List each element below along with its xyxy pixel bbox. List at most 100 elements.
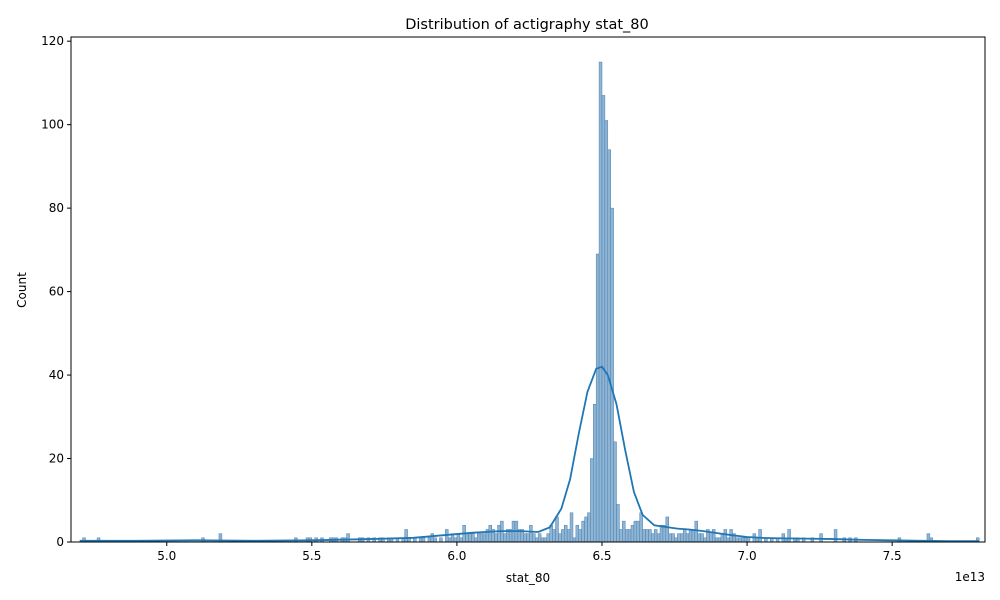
- histogram-bar: [703, 537, 707, 543]
- histogram-bar: [659, 525, 664, 543]
- x-tick-label: 5.5: [302, 549, 321, 563]
- histogram-bar: [833, 529, 838, 543]
- histogram-bar: [540, 537, 545, 543]
- histogram-bar: [546, 533, 551, 543]
- histogram-bar: [688, 529, 693, 543]
- histogram-bar: [656, 533, 661, 543]
- histogram-bar: [552, 529, 556, 543]
- histogram-bar: [535, 537, 539, 543]
- histogram-bar: [685, 533, 690, 543]
- histogram-bar: [595, 253, 600, 543]
- histogram-bar: [555, 516, 559, 543]
- histogram-bar: [700, 533, 704, 543]
- histogram-bar: [572, 537, 577, 543]
- histogram-bar: [723, 529, 728, 543]
- histogram-bar: [523, 533, 527, 543]
- histogram-bar: [564, 525, 568, 543]
- histogram-bar: [717, 537, 722, 543]
- chart-title: Distribution of actigraphy stat_80: [405, 17, 649, 33]
- histogram-bar: [743, 537, 748, 543]
- histogram-bar: [648, 529, 652, 543]
- histogram-bar: [610, 207, 614, 543]
- histogram-bar: [526, 533, 530, 543]
- histogram-bar: [433, 537, 437, 543]
- histogram-bar: [421, 537, 426, 543]
- histogram-bar: [616, 504, 620, 543]
- histogram-bar: [697, 533, 701, 543]
- histogram-bar: [714, 537, 719, 543]
- histogram-bar: [529, 525, 533, 543]
- x-axis-offset-label: 1e13: [955, 570, 985, 584]
- histogram-bar: [645, 529, 649, 543]
- histogram-bar: [604, 120, 609, 543]
- histogram-bar: [726, 537, 730, 543]
- histogram-bar: [494, 533, 498, 543]
- histogram-bar: [735, 537, 739, 543]
- histogram-bar: [633, 520, 638, 543]
- histogram-bars: [82, 61, 980, 543]
- histogram-bar: [439, 537, 443, 543]
- histogram-bar: [479, 533, 484, 543]
- histogram-bar: [630, 525, 635, 543]
- histogram-bar: [427, 537, 432, 543]
- histogram-bar: [819, 533, 823, 543]
- histogram-bar: [741, 537, 745, 543]
- histogram-bar: [682, 529, 687, 543]
- histogram-bar: [566, 529, 571, 543]
- histogram-bar: [561, 529, 565, 543]
- histogram-bar: [642, 529, 646, 543]
- histogram-bar: [581, 520, 585, 543]
- histogram-bar: [578, 529, 582, 543]
- histogram-bar: [558, 533, 562, 543]
- histogram-bar: [575, 525, 580, 543]
- histogram-bar: [622, 520, 626, 543]
- histogram-bar: [636, 520, 640, 543]
- x-tick-label: 7.0: [738, 549, 757, 563]
- histogram-bar: [465, 533, 469, 543]
- histogram-bar: [758, 529, 762, 543]
- y-tick-label: 80: [49, 201, 64, 215]
- histogram-bar: [404, 529, 408, 543]
- histogram-bar: [677, 533, 681, 543]
- histogram-bar: [665, 516, 669, 543]
- histogram-bar: [671, 533, 675, 543]
- x-tick-label: 6.0: [447, 549, 466, 563]
- histogram-bar: [624, 529, 629, 543]
- histogram-bar: [674, 537, 678, 543]
- histogram-bar: [482, 533, 487, 543]
- histogram-bar: [346, 533, 350, 543]
- histogram-bar: [668, 533, 672, 543]
- histogram-bar: [459, 537, 463, 543]
- histogram-bar: [468, 533, 472, 543]
- histogram-bar: [619, 529, 623, 543]
- y-axis-ticks: 0 20 40 60 80 100 120: [41, 34, 71, 549]
- histogram-bar: [587, 512, 591, 543]
- histogram-bar: [537, 533, 542, 543]
- x-tick-label: 7.5: [883, 549, 902, 563]
- x-axis-ticks: 5.0 5.5 6.0 6.5 7.0 7.5: [157, 542, 902, 563]
- histogram-bar: [593, 404, 597, 543]
- histogram-bar: [532, 533, 536, 543]
- histogram-bar: [474, 537, 478, 543]
- kde-curve: [79, 365, 980, 543]
- y-tick-label: 20: [49, 452, 64, 466]
- histogram-bar: [746, 537, 751, 543]
- histogram-bar: [691, 529, 696, 543]
- histogram-bar: [653, 529, 658, 543]
- histogram-bar: [430, 533, 434, 543]
- histogram-bar: [607, 149, 611, 543]
- histogram-bar: [613, 441, 617, 543]
- histogram-bar: [590, 458, 594, 543]
- histogram-bar: [787, 529, 791, 543]
- histogram-bar: [680, 533, 684, 543]
- histogram-bar: [627, 529, 632, 543]
- histogram-bar: [738, 537, 742, 543]
- y-tick-label: 0: [56, 535, 64, 549]
- histogram-bar: [503, 533, 507, 543]
- y-tick-label: 40: [49, 368, 64, 382]
- histogram-bar: [476, 533, 481, 543]
- histogram-bar: [497, 525, 501, 543]
- histogram-bar: [543, 537, 548, 543]
- histogram-bar: [584, 516, 588, 543]
- x-tick-label: 6.5: [592, 549, 611, 563]
